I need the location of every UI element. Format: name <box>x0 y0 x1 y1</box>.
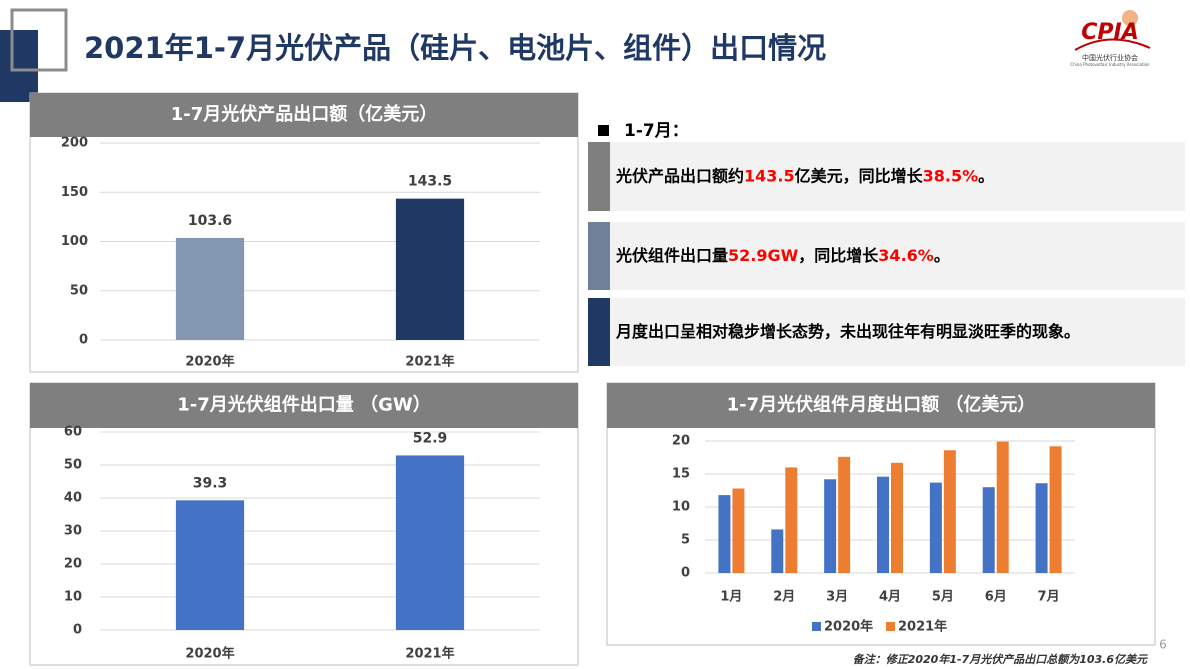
x-tick-label: 1月 <box>720 590 742 605</box>
bullet-text: 光伏产品出口额约143.5亿美元，同比增长38.5%。 <box>615 166 994 185</box>
bullet-part: 143.5 <box>744 166 795 185</box>
logo: CPIA 中国光伏行业协会 China Photovoltaic Industr… <box>1070 10 1151 67</box>
bar <box>718 495 731 573</box>
y-tick-label: 10 <box>64 590 82 605</box>
chart-title: 1-7月光伏组件出口量 （GW） <box>177 394 430 416</box>
legend-swatch <box>886 622 895 631</box>
chart-title: 1-7月光伏产品出口额（亿美元） <box>171 103 438 125</box>
y-tick-label: 60 <box>64 425 82 440</box>
page-number: 6 <box>1159 638 1167 652</box>
value-label: 52.9 <box>413 430 448 446</box>
bar <box>877 476 889 573</box>
bar <box>891 462 903 573</box>
chart-panel <box>29 382 579 666</box>
bar <box>732 488 745 573</box>
y-tick-label: 150 <box>61 185 88 200</box>
bullet-part: 。 <box>934 246 950 265</box>
logo-text: CPIA <box>1081 20 1138 45</box>
chart-title: 1-7月光伏组件月度出口额 （亿美元） <box>727 394 1036 416</box>
bar <box>175 500 245 630</box>
bullet-part: 光伏产品出口额约 <box>615 166 744 185</box>
bullet-part: 。 <box>978 166 994 185</box>
bullet-part: 52.9GW <box>728 246 799 265</box>
legend-label: 2021年 <box>898 619 947 635</box>
bar <box>996 441 1009 573</box>
y-tick-label: 5 <box>681 533 690 548</box>
decor-square <box>10 8 68 72</box>
y-tick-label: 0 <box>73 623 82 638</box>
summary-heading: 1-7月： <box>624 121 689 141</box>
bullet-part: 光伏组件出口量 <box>615 246 728 265</box>
x-tick-label: 2020年 <box>185 646 234 662</box>
footnote: 备注：修正2020年1-7月光伏产品出口总额为103.6亿美元 <box>853 653 1148 666</box>
value-label: 143.5 <box>408 174 452 190</box>
y-tick-label: 0 <box>79 333 88 348</box>
x-tick-label: 2021年 <box>405 646 454 662</box>
y-tick-label: 20 <box>672 434 690 449</box>
bullet-box <box>588 222 1185 290</box>
chart-panel <box>29 92 579 373</box>
x-tick-label: 3月 <box>826 590 848 605</box>
legend-swatch <box>812 622 821 631</box>
bullet-box <box>588 142 1185 211</box>
heading-marker <box>598 125 609 136</box>
y-tick-label: 50 <box>64 458 82 473</box>
bar <box>785 467 798 573</box>
logo-en: China Photovoltaic Industry Association <box>1070 62 1150 67</box>
bar <box>838 456 851 573</box>
bar <box>943 450 956 573</box>
y-tick-label: 30 <box>64 524 82 539</box>
logo-arc <box>1074 38 1151 51</box>
bar <box>929 482 942 573</box>
bullet-box <box>588 298 1185 366</box>
logo-cn: 中国光伏行业协会 <box>1082 53 1138 62</box>
chart-header <box>30 383 578 428</box>
legend-label: 2020年 <box>824 619 873 635</box>
bar <box>175 237 245 340</box>
slide-title: 2021年1-7月光伏产品（硅片、电池片、组件）出口情况 <box>84 31 826 65</box>
bullet-accent <box>588 298 610 366</box>
chart-header <box>30 93 578 137</box>
y-tick-label: 50 <box>70 283 88 298</box>
value-label: 103.6 <box>188 213 232 229</box>
bar <box>982 487 995 573</box>
bar <box>395 198 465 340</box>
bullet-accent <box>588 222 610 290</box>
logo-sun <box>1122 10 1138 26</box>
y-tick-label: 200 <box>61 136 88 151</box>
bar <box>395 455 465 630</box>
bullet-part: 38.5% <box>923 166 979 185</box>
bullet-accent <box>588 142 610 211</box>
y-tick-label: 10 <box>672 500 690 515</box>
bullet-text: 月度出口呈相对稳步增长态势，未出现往年有明显淡旺季的现象。 <box>615 322 1080 341</box>
bar <box>824 479 837 573</box>
value-label: 39.3 <box>193 475 228 491</box>
decor-bar <box>0 30 38 102</box>
y-tick-label: 40 <box>64 491 82 506</box>
bar <box>771 529 784 573</box>
bar <box>1049 446 1062 573</box>
bullet-part: ，同比增长 <box>798 246 879 265</box>
bar <box>1035 483 1048 573</box>
y-tick-label: 100 <box>61 234 88 249</box>
x-tick-label: 2月 <box>773 590 795 605</box>
y-tick-label: 15 <box>672 467 690 482</box>
bullet-text: 光伏组件出口量52.9GW，同比增长34.6%。 <box>615 246 950 265</box>
bullet-part: 34.6% <box>878 246 934 265</box>
x-tick-label: 7月 <box>1038 590 1060 605</box>
x-tick-label: 4月 <box>879 590 901 605</box>
x-tick-label: 6月 <box>985 590 1007 605</box>
chart-header <box>607 383 1155 428</box>
bullet-part: 亿美元，同比增长 <box>795 166 924 185</box>
x-tick-label: 5月 <box>932 590 954 605</box>
bullet-part: 月度出口呈相对稳步增长态势，未出现往年有明显淡旺季的现象。 <box>615 322 1080 341</box>
y-tick-label: 20 <box>64 557 82 572</box>
x-tick-label: 2021年 <box>405 354 454 370</box>
y-tick-label: 0 <box>681 566 690 581</box>
x-tick-label: 2020年 <box>185 354 234 370</box>
